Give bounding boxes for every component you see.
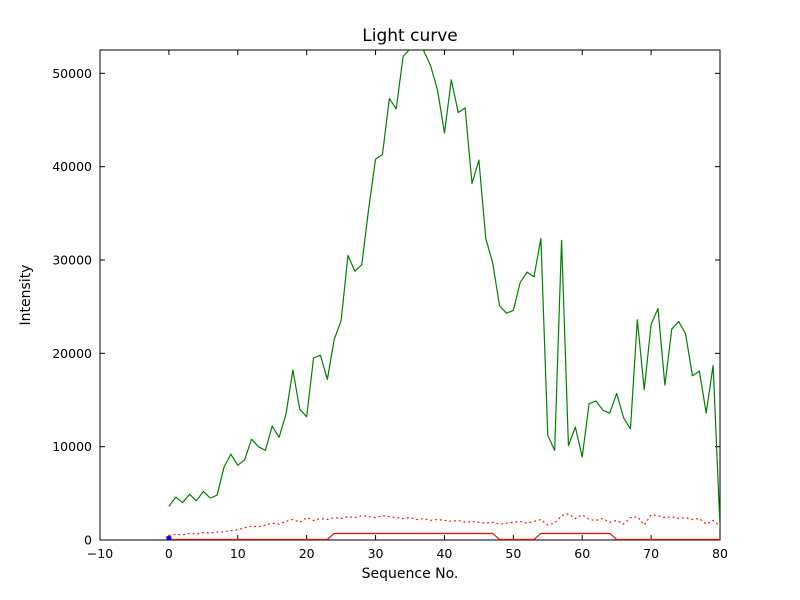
flag-step-line bbox=[168, 532, 720, 540]
y-tick-label: 0 bbox=[84, 533, 92, 548]
y-tick-label: 10000 bbox=[52, 439, 92, 454]
y-tick-label: 30000 bbox=[52, 253, 92, 268]
x-tick-label: −10 bbox=[87, 546, 113, 561]
x-tick-labels: −10 0 10 20 30 40 50 60 70 80 bbox=[87, 546, 728, 561]
axes-box bbox=[99, 49, 721, 541]
tick-marks bbox=[99, 50, 721, 541]
intensity-curve-line bbox=[168, 50, 720, 527]
y-tick-label: 20000 bbox=[52, 346, 92, 361]
y-tick-label: 50000 bbox=[52, 66, 92, 81]
x-tick-label: 40 bbox=[436, 546, 452, 561]
x-tick-label: 60 bbox=[574, 546, 590, 561]
x-axis-label: Sequence No. bbox=[361, 566, 459, 582]
start-marker bbox=[166, 536, 172, 540]
x-tick-label: 70 bbox=[643, 546, 659, 561]
y-tick-label: 40000 bbox=[52, 159, 92, 174]
series-group bbox=[166, 50, 720, 540]
chart-title: Light curve bbox=[362, 26, 458, 46]
x-tick-label: 80 bbox=[712, 546, 728, 561]
y-tick-labels: 0 10000 20000 30000 40000 50000 bbox=[52, 66, 92, 548]
x-tick-label: 10 bbox=[230, 546, 246, 561]
x-tick-label: 20 bbox=[299, 546, 315, 561]
x-tick-label: 0 bbox=[165, 546, 173, 561]
x-tick-label: 50 bbox=[505, 546, 521, 561]
x-tick-label: 30 bbox=[368, 546, 384, 561]
